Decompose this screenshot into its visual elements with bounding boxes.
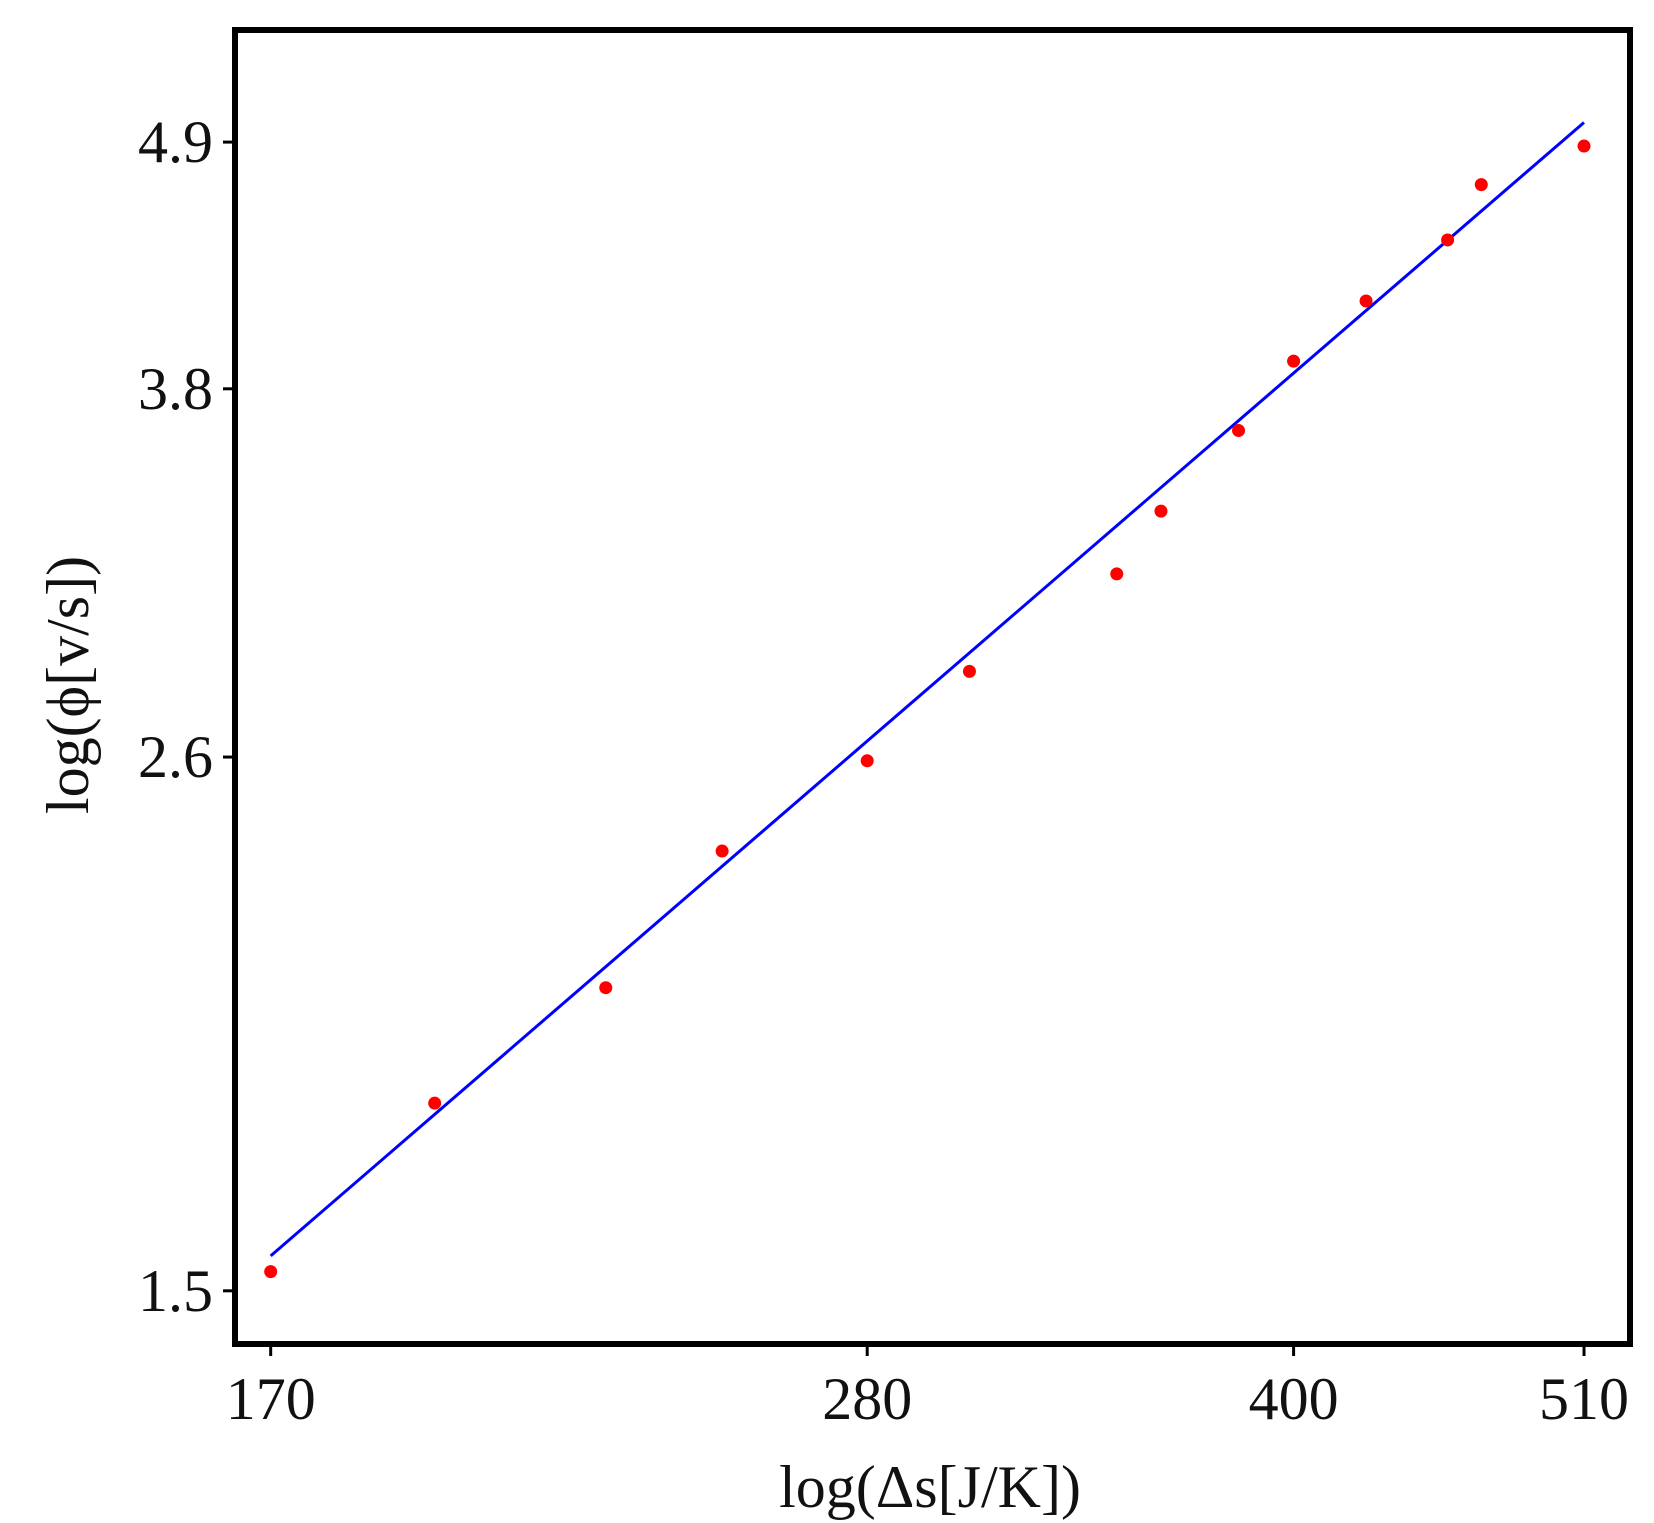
data-points: [264, 139, 1591, 1279]
fit-line: [269, 121, 1585, 1258]
data-point: [962, 664, 976, 678]
data-point: [599, 981, 613, 995]
data-point: [1287, 354, 1301, 368]
data-point: [428, 1096, 442, 1110]
data-point: [1232, 424, 1246, 438]
y-tick-label: 3.8: [138, 356, 213, 422]
y-tick-label: 1.5: [138, 1258, 213, 1324]
data-point: [715, 844, 729, 858]
data-point: [1110, 567, 1124, 581]
data-point: [264, 1265, 278, 1279]
data-point: [1577, 139, 1591, 153]
data-point: [1474, 178, 1488, 192]
x-tick-label: 400: [1249, 1366, 1339, 1432]
x-tick-label: 510: [1539, 1366, 1629, 1432]
x-axis-title: log(Δs[J/K]): [779, 1454, 1081, 1520]
data-point: [1154, 504, 1168, 518]
x-tick-label: 170: [226, 1366, 316, 1432]
y-axis-title: log(ϕ[v/s]): [35, 556, 101, 814]
plot-frame: [232, 27, 1633, 1347]
x-axis-ticks: 170 280 400 510: [226, 1344, 1629, 1432]
y-tick-label: 2.6: [138, 724, 213, 790]
data-point: [860, 754, 874, 768]
x-tick-label: 280: [822, 1366, 912, 1432]
data-point: [1441, 233, 1455, 247]
data-point: [1359, 294, 1373, 308]
y-tick-label: 4.9: [138, 109, 213, 175]
y-axis-ticks: 1.5 2.6 3.8 4.9: [138, 109, 235, 1324]
